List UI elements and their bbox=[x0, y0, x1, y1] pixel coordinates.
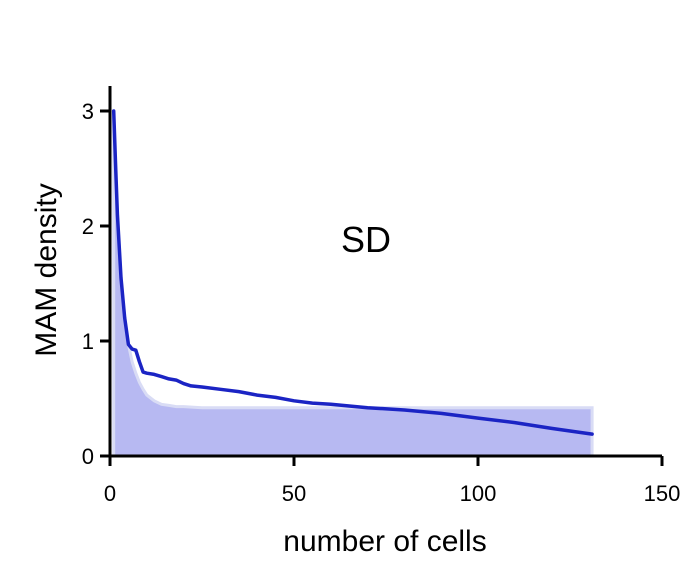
series-line-mam-density bbox=[111, 109, 594, 436]
annotation-sd: SD bbox=[341, 219, 391, 260]
y-tick-label: 1 bbox=[82, 329, 94, 354]
x-axis-label: number of cells bbox=[283, 525, 486, 558]
y-tick-label: 3 bbox=[82, 99, 94, 124]
plot-area bbox=[111, 109, 594, 458]
x-tick-label: 150 bbox=[644, 481, 681, 506]
x-tick-label: 0 bbox=[104, 481, 116, 506]
ticks: 0 50 100 150 0 1 2 3 bbox=[82, 99, 681, 506]
y-tick-label: 0 bbox=[82, 444, 94, 469]
y-tick-label: 2 bbox=[82, 214, 94, 239]
y-axis-label: MAM density bbox=[30, 183, 63, 356]
x-tick-label: 50 bbox=[282, 481, 306, 506]
x-tick-label: 100 bbox=[460, 481, 497, 506]
axes bbox=[108, 86, 662, 458]
